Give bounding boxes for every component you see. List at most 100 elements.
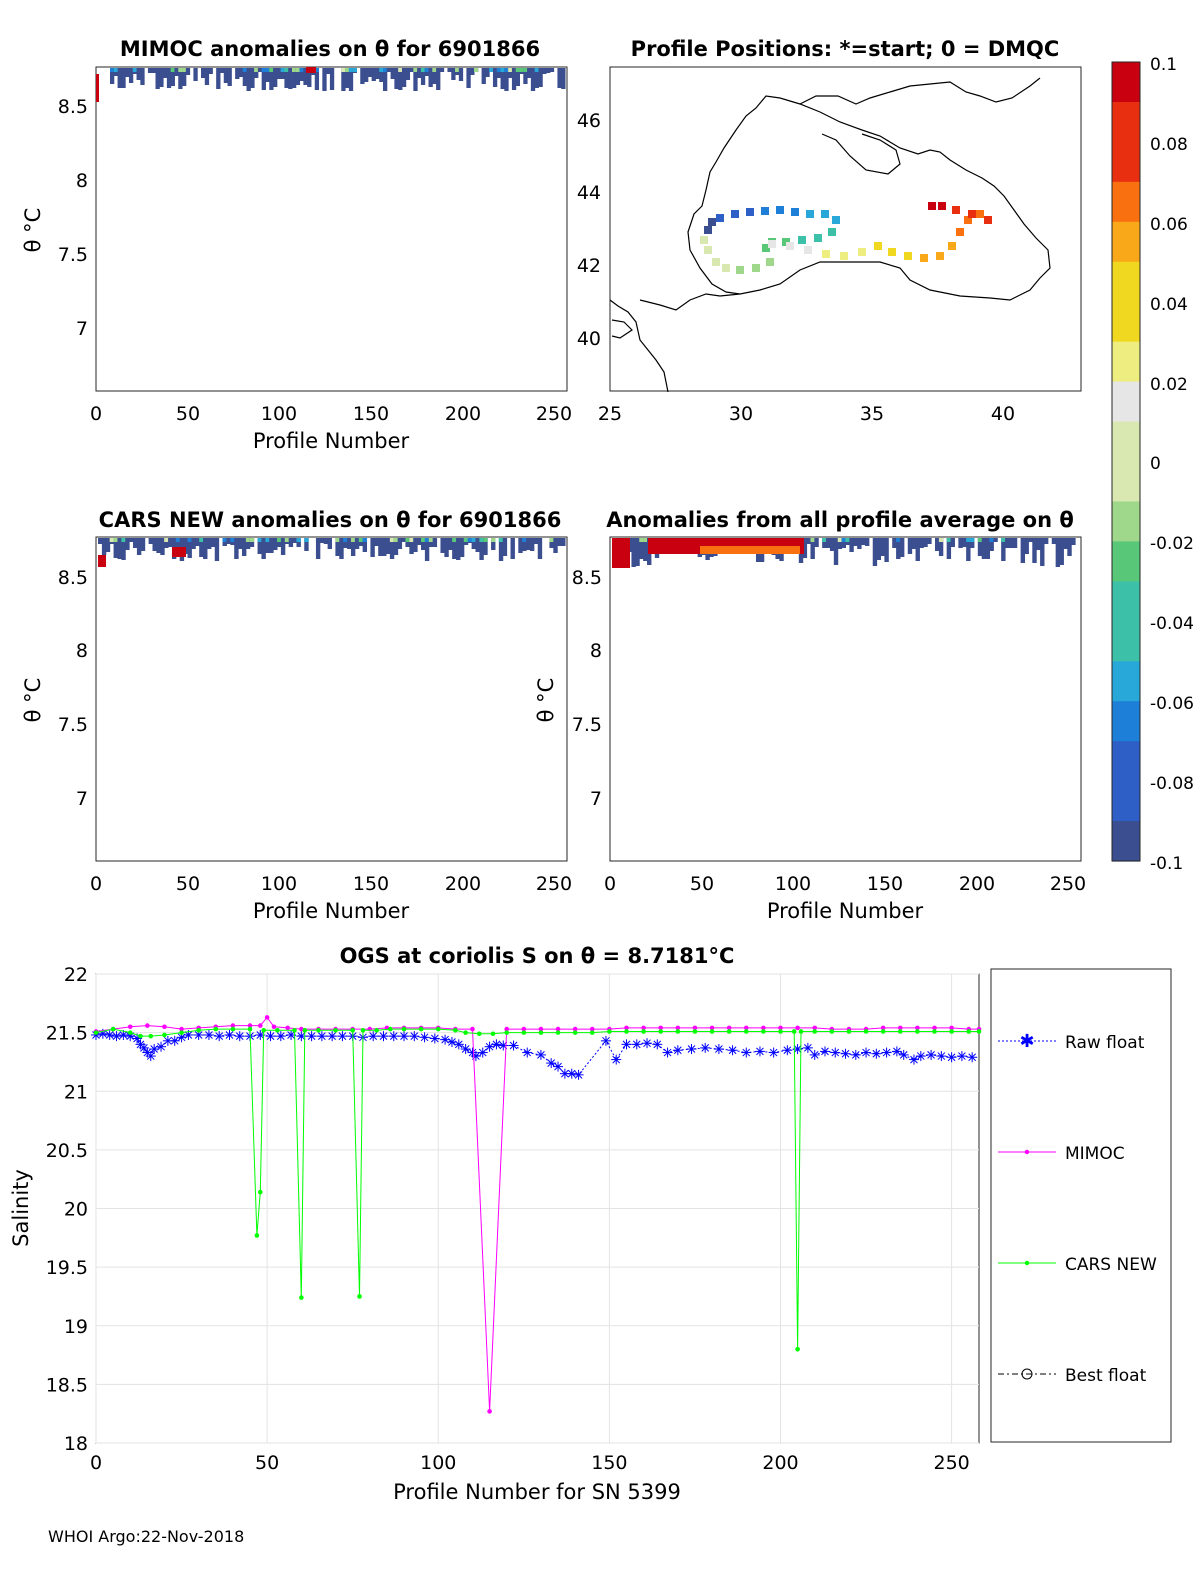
star-stroke bbox=[756, 1047, 764, 1056]
raw-float-point bbox=[368, 1031, 379, 1042]
anomaly-cell bbox=[841, 538, 846, 548]
profile-position-marker bbox=[956, 228, 964, 236]
anomaly-cell bbox=[884, 538, 889, 562]
anomaly-cell bbox=[420, 68, 426, 85]
mimoc-point bbox=[145, 1023, 150, 1028]
cars-new-point bbox=[230, 1026, 236, 1032]
anomaly-cell bbox=[304, 538, 309, 542]
anomaly-cell bbox=[147, 68, 153, 73]
anomaly-cell bbox=[409, 538, 414, 554]
anomaly-cell bbox=[822, 538, 827, 542]
cars-new-point bbox=[490, 1031, 496, 1037]
star-stroke bbox=[523, 1048, 532, 1057]
anomaly-cell bbox=[288, 68, 293, 89]
anomaly-cell bbox=[280, 538, 286, 555]
allavg-panel: Anomalies from all profile average on θ … bbox=[534, 508, 1086, 923]
raw-float-point bbox=[453, 1039, 464, 1050]
salinity-xlabel: Profile Number for SN 5399 bbox=[393, 1480, 681, 1504]
anomaly-cell bbox=[447, 68, 452, 72]
anomaly-cell bbox=[405, 538, 410, 542]
anomaly-cell bbox=[417, 68, 422, 78]
anomaly-cell bbox=[195, 538, 200, 546]
cars-new-point bbox=[692, 1029, 698, 1034]
anomaly-cell bbox=[350, 538, 356, 556]
anomaly-cell bbox=[522, 538, 527, 551]
anomaly-cell bbox=[204, 68, 210, 85]
anomaly-cell bbox=[206, 538, 212, 549]
cars-ytick: 7.5 bbox=[58, 714, 88, 736]
raw-float-point bbox=[611, 1054, 622, 1065]
allavg-ylabel: θ °C bbox=[534, 678, 558, 723]
anomaly-cell bbox=[498, 538, 504, 542]
raw-float-point bbox=[378, 1031, 389, 1042]
raw-float-point bbox=[566, 1068, 577, 1079]
anomaly-cell bbox=[379, 68, 384, 82]
anomaly-cell bbox=[880, 538, 885, 556]
y-tick-label: 21 bbox=[64, 1081, 88, 1103]
anomaly-cell bbox=[523, 68, 528, 84]
raw-float-point bbox=[193, 1029, 204, 1040]
anomaly-cell bbox=[121, 538, 126, 560]
cars-ylabel: θ °C bbox=[21, 678, 45, 723]
anomaly-cell bbox=[467, 538, 473, 542]
mimoc-point bbox=[538, 1026, 544, 1032]
raw-float-point bbox=[446, 1037, 457, 1048]
star-stroke bbox=[821, 1047, 829, 1056]
anomaly-cell bbox=[401, 538, 406, 542]
dot-marker-icon bbox=[1024, 1260, 1030, 1266]
raw-float-point bbox=[149, 1044, 160, 1055]
profile-position-marker bbox=[786, 242, 794, 250]
anomaly-cell bbox=[121, 538, 126, 542]
raw-float-point bbox=[956, 1051, 967, 1062]
anomaly-cell bbox=[1051, 538, 1057, 544]
star-stroke bbox=[297, 1032, 306, 1040]
mimoc-xtick: 0 bbox=[90, 403, 102, 425]
mimoc-point bbox=[264, 1015, 270, 1020]
anomaly-cell bbox=[257, 538, 262, 542]
cars-new-point bbox=[915, 1029, 920, 1034]
colorbar-frame bbox=[1111, 61, 1141, 862]
allavg-title: Anomalies from all profile average on θ bbox=[606, 508, 1074, 532]
mimoc-xticks: 0 50 100 150 200 250 bbox=[90, 403, 572, 425]
cars-new-point bbox=[196, 1027, 201, 1033]
mimoc-ytick: 7 bbox=[76, 318, 88, 340]
anomaly-cell bbox=[1063, 538, 1068, 549]
mimoc-ytick: 7.5 bbox=[58, 244, 88, 266]
cars-new-point bbox=[179, 1030, 184, 1035]
allavg-xtick: 150 bbox=[867, 873, 903, 895]
anomaly-cell bbox=[319, 538, 325, 543]
raw-float-point bbox=[782, 1045, 793, 1056]
anomaly-cell bbox=[436, 68, 441, 90]
cars-new-point bbox=[110, 1026, 116, 1032]
star-stroke bbox=[653, 1040, 662, 1049]
anomaly-cell bbox=[700, 546, 800, 554]
raw-float-point bbox=[491, 1039, 502, 1050]
mimoc-xtick: 200 bbox=[445, 403, 481, 425]
anomaly-cell bbox=[367, 68, 373, 77]
profile-position-marker bbox=[746, 208, 754, 216]
anomaly-cell bbox=[182, 68, 187, 72]
mimoc-xtick: 150 bbox=[353, 403, 389, 425]
mimoc-point bbox=[709, 1025, 715, 1031]
anomaly-cell bbox=[265, 68, 270, 82]
anomaly-cell bbox=[561, 538, 566, 546]
mimoc-yticks: 8.5 8 7.5 7 bbox=[58, 96, 88, 340]
anomaly-cell bbox=[483, 538, 488, 542]
anomaly-cell bbox=[481, 68, 486, 84]
star-stroke bbox=[509, 1041, 518, 1050]
allavg-xtick: 100 bbox=[775, 873, 811, 895]
mimoc-ylabel: θ °C bbox=[21, 208, 45, 253]
cars-new-point bbox=[607, 1029, 612, 1034]
anomaly-cell bbox=[643, 538, 648, 542]
anomaly-cell bbox=[398, 68, 403, 90]
anomaly-cell bbox=[389, 538, 395, 559]
mimoc-point bbox=[880, 1025, 886, 1031]
anomaly-cell bbox=[946, 538, 952, 542]
profile-position-marker bbox=[964, 216, 972, 224]
anomaly-cell bbox=[249, 538, 255, 547]
anomaly-cell bbox=[277, 538, 282, 542]
anomaly-cell bbox=[394, 68, 399, 89]
anomaly-cell bbox=[284, 68, 289, 88]
star-stroke bbox=[673, 1046, 682, 1055]
raw-float-point bbox=[642, 1038, 653, 1049]
